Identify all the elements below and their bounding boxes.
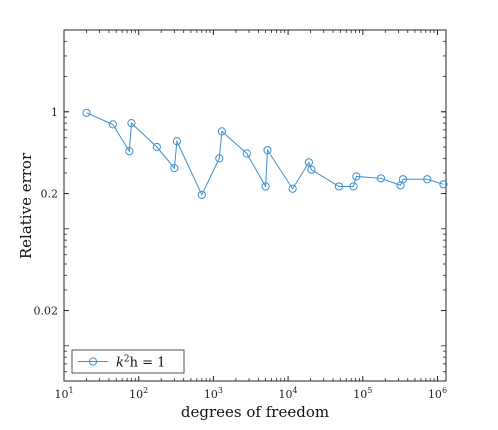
data-point <box>263 146 272 155</box>
x-tick-label: 101 <box>54 386 73 401</box>
data-point <box>352 172 361 181</box>
plot-area <box>63 29 447 382</box>
data-point <box>423 175 432 184</box>
x-tick-label: 104 <box>279 386 298 401</box>
data-point <box>172 137 182 146</box>
data-point <box>152 142 161 152</box>
data-point <box>307 165 316 174</box>
series-layer <box>82 108 448 199</box>
x-tick-label: 105 <box>353 386 372 401</box>
data-point <box>439 180 448 189</box>
data-point <box>108 120 117 129</box>
y-tick-label: 1 <box>51 106 58 119</box>
x-tick-label: 106 <box>428 386 447 401</box>
data-point <box>197 190 206 199</box>
data-point <box>349 182 358 191</box>
data-point <box>334 182 344 191</box>
data-point <box>125 147 134 156</box>
ticks: 101 102 103 104 105 106 0.02 0.2 1 <box>34 30 447 401</box>
data-point <box>215 154 224 163</box>
data-point <box>242 149 251 158</box>
data-point <box>127 119 136 128</box>
data-point <box>82 108 91 117</box>
legend-box <box>71 349 185 374</box>
data-point <box>288 184 297 193</box>
y-tick-label: 0.02 <box>34 305 59 318</box>
legend: k2h = 1 <box>71 349 185 374</box>
data-point <box>170 164 179 173</box>
x-tick-label: 103 <box>204 386 223 401</box>
x-axis-title: degrees of freedom <box>181 403 329 421</box>
legend-marker <box>88 357 98 366</box>
y-tick-label: 0.2 <box>41 188 59 201</box>
data-point <box>376 174 386 183</box>
data-point <box>217 127 227 136</box>
data-point <box>398 175 408 184</box>
data-point <box>304 158 314 167</box>
y-axis-title: Relative error <box>17 152 35 259</box>
x-tick-label: 102 <box>129 386 148 401</box>
legend-label: k2h = 1 <box>116 355 165 371</box>
data-point <box>261 182 270 191</box>
